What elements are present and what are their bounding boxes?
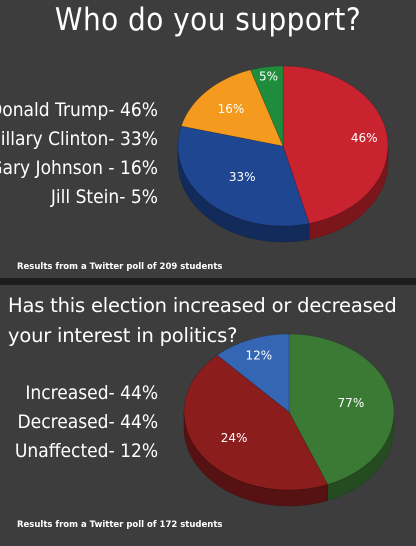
interest-panel: Has this election increased or decreased… — [0, 285, 416, 546]
slice-label-jill-stein: 5% — [259, 69, 278, 83]
interest-legend: Increased- 44% Decreased- 44% Unaffected… — [0, 379, 158, 466]
poll-footnote: Results from a Twitter poll of 209 stude… — [17, 262, 223, 272]
legend-item-clinton: Hillary Clinton- 33% — [0, 128, 158, 150]
slice-label-increased: 77% — [338, 396, 365, 410]
pie-slice-gary-johnson — [180, 69, 284, 147]
interest-pie-chart: 77% 24% 12% — [183, 333, 395, 507]
support-panel: Who do you support? Donald Trump- 46% Hi… — [0, 2, 389, 272]
slice-label-unaffected: 12% — [246, 348, 273, 362]
support-legend: Donald Trump- 46% Hillary Clinton- 33% G… — [0, 96, 158, 212]
slice-label-hillary-clinton: 33% — [229, 170, 256, 184]
poll-footnote: Results from a Twitter poll of 172 stude… — [17, 520, 223, 530]
legend-item-decreased: Decreased- 44% — [17, 411, 159, 433]
legend-item-trump: Donald Trump- 46% — [0, 99, 158, 121]
pie-side-decreased — [183, 411, 328, 507]
pie-slice-unaffected — [216, 333, 290, 413]
legend-item-increased: Increased- 44% — [25, 382, 158, 404]
slice-label-donald-trump: 46% — [351, 131, 378, 145]
legend-item-unaffected: Unaffected- 12% — [14, 440, 158, 462]
interest-question: Has this election increased or decreased… — [8, 294, 397, 347]
chart-title: Who do you support? — [54, 2, 362, 38]
pie-slice-increased — [288, 333, 395, 485]
pie-slice-decreased — [183, 354, 329, 491]
pie-slice-donald-trump — [282, 65, 389, 224]
support-pie-chart: 46% 33% 16% 5% — [177, 65, 389, 243]
legend-item-johnson: Gary Johnson - 16% — [0, 157, 159, 179]
pie-slice-hillary-clinton — [177, 125, 310, 227]
slice-label-decreased: 24% — [221, 431, 248, 445]
legend-item-stein: Jill Stein- 5% — [50, 186, 158, 208]
section-divider — [0, 278, 416, 285]
slice-label-gary-johnson: 16% — [218, 102, 245, 116]
pie-slice-jill-stein — [250, 65, 284, 147]
